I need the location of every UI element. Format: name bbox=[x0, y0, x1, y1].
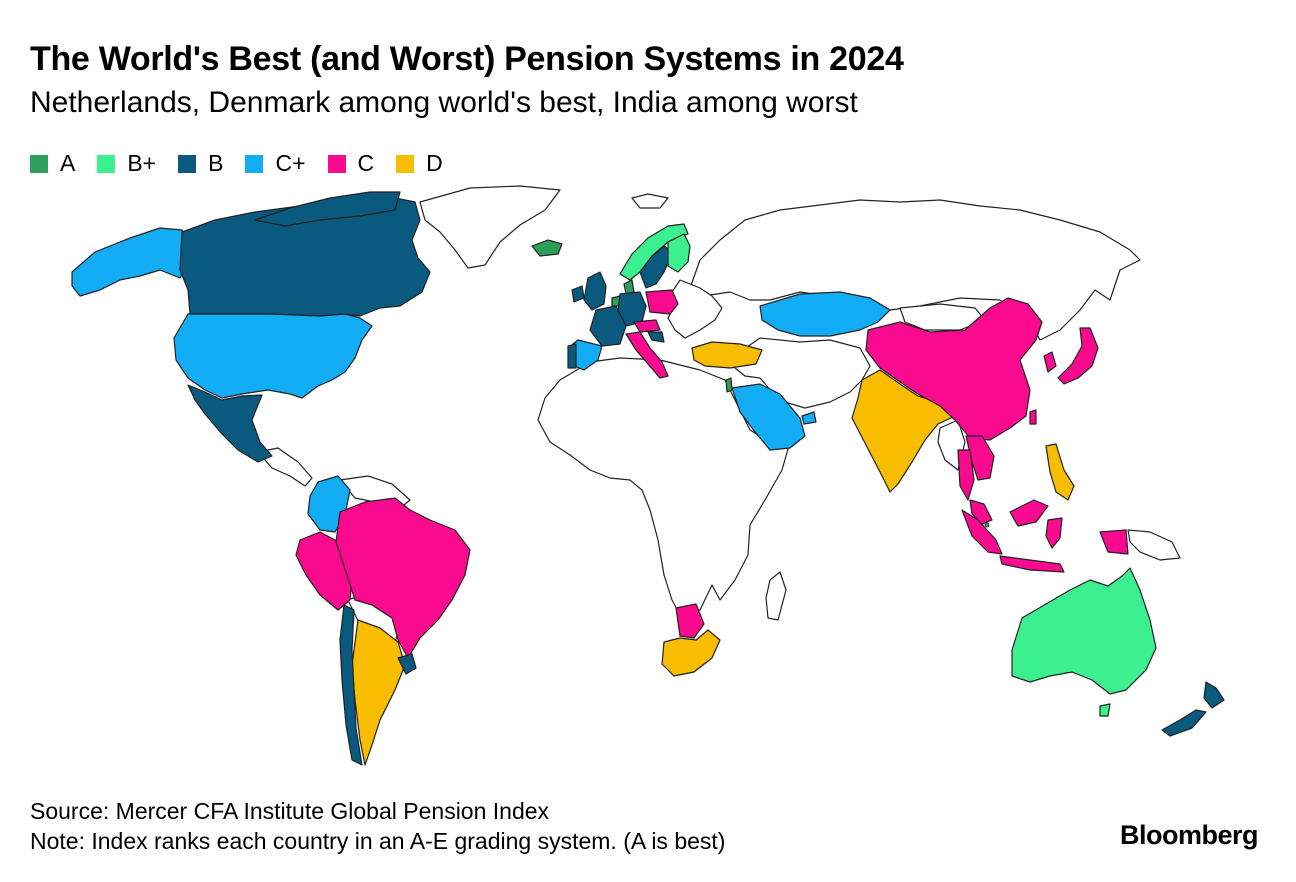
legend-swatch-c bbox=[327, 154, 346, 173]
land-central-asia bbox=[734, 337, 871, 409]
country-croatia bbox=[647, 331, 665, 343]
legend-label-c: C bbox=[357, 150, 375, 176]
country-united-states bbox=[173, 313, 373, 399]
land-alaska bbox=[71, 227, 191, 297]
legend-swatch-b-plus bbox=[97, 154, 116, 173]
chart-title: The World's Best (and Worst) Pension Sys… bbox=[30, 40, 904, 78]
country-thailand bbox=[957, 449, 975, 501]
country-new-zealand-north bbox=[1203, 681, 1225, 709]
country-south-korea bbox=[1043, 351, 1057, 373]
country-indonesia-sulawesi bbox=[1045, 517, 1063, 549]
country-denmark bbox=[623, 279, 635, 295]
country-france bbox=[589, 305, 627, 347]
land-madagascar bbox=[765, 571, 787, 621]
land-svalbard bbox=[631, 193, 669, 209]
legend-item-c: C bbox=[327, 150, 375, 177]
country-mexico bbox=[187, 384, 273, 463]
country-philippines bbox=[1045, 443, 1075, 501]
land-central-america bbox=[257, 447, 313, 487]
world-map bbox=[71, 185, 1225, 766]
country-portugal bbox=[567, 343, 577, 369]
country-italy bbox=[625, 331, 669, 379]
country-canada-islands bbox=[254, 191, 401, 227]
legend-item-b: B bbox=[178, 150, 223, 177]
legend-swatch-d bbox=[396, 154, 415, 173]
country-indonesia-papua bbox=[1099, 529, 1129, 555]
country-iceland bbox=[531, 239, 563, 257]
legend-swatch-c-plus bbox=[245, 154, 264, 173]
legend-label-d: D bbox=[426, 150, 443, 176]
country-argentina bbox=[351, 619, 406, 766]
country-kazakhstan bbox=[759, 291, 891, 337]
land-greenland bbox=[419, 185, 561, 269]
country-finland bbox=[667, 233, 691, 273]
legend-item-b-plus: B+ bbox=[97, 150, 156, 177]
legend-swatch-a bbox=[30, 154, 48, 173]
country-south-africa bbox=[661, 629, 721, 677]
legend-item-a: A bbox=[30, 150, 75, 177]
country-saudi-arabia bbox=[731, 383, 806, 451]
country-australia-tasmania bbox=[1099, 703, 1111, 717]
country-malaysia-borneo bbox=[1009, 499, 1049, 527]
country-new-zealand-south bbox=[1161, 709, 1207, 737]
country-japan bbox=[1057, 327, 1099, 385]
country-taiwan bbox=[1029, 409, 1037, 425]
legend-label-b: B bbox=[208, 150, 224, 176]
legend: A B+ B C+ C D bbox=[30, 150, 465, 177]
legend-label-c-plus: C+ bbox=[275, 150, 306, 176]
country-united-kingdom bbox=[583, 271, 607, 311]
country-australia bbox=[1011, 567, 1157, 695]
legend-swatch-b bbox=[178, 154, 197, 173]
land-papua bbox=[1127, 529, 1181, 561]
country-botswana bbox=[675, 603, 705, 639]
country-ireland bbox=[571, 285, 585, 303]
grading-note: Note: Index ranks each country in an A-E… bbox=[30, 828, 726, 854]
country-singapore bbox=[984, 522, 990, 528]
country-peru bbox=[295, 531, 353, 611]
source-note: Source: Mercer CFA Institute Global Pens… bbox=[30, 798, 550, 824]
country-turkey bbox=[691, 341, 763, 369]
country-israel bbox=[725, 377, 733, 393]
country-indonesia-java bbox=[999, 555, 1065, 573]
country-poland bbox=[645, 289, 679, 315]
country-austria bbox=[633, 319, 661, 333]
legend-label-a: A bbox=[60, 150, 76, 176]
legend-label-b-plus: B+ bbox=[127, 150, 157, 176]
country-malaysia bbox=[969, 499, 993, 525]
bloomberg-logo: Bloomberg bbox=[1119, 820, 1259, 850]
country-indonesia-sumatra bbox=[961, 509, 1003, 555]
country-uruguay bbox=[397, 653, 417, 675]
country-brazil bbox=[335, 497, 471, 659]
country-china bbox=[865, 297, 1043, 441]
country-uae bbox=[801, 411, 817, 425]
legend-item-d: D bbox=[396, 150, 443, 177]
country-norway bbox=[619, 223, 689, 281]
country-chile bbox=[339, 604, 363, 766]
legend-item-c-plus: C+ bbox=[245, 150, 306, 177]
chart-subtitle: Netherlands, Denmark among world's best,… bbox=[30, 86, 858, 119]
